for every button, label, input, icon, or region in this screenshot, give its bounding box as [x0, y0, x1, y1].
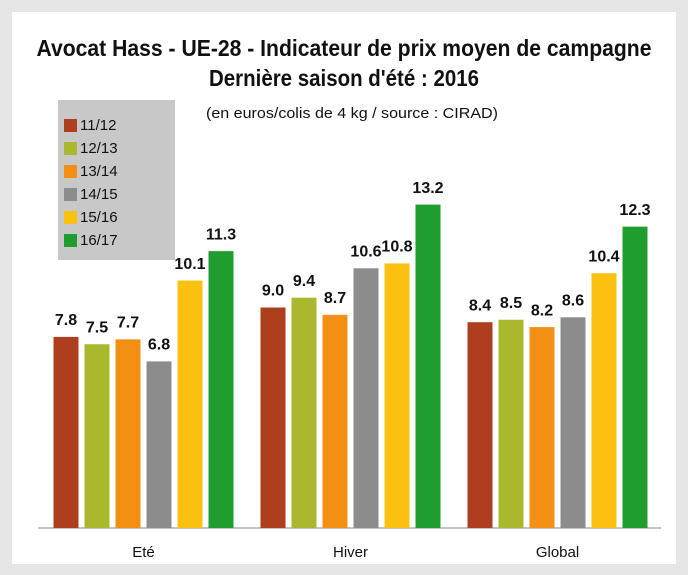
bar	[146, 361, 172, 528]
bar	[115, 339, 141, 528]
data-label: 13.2	[412, 180, 443, 197]
data-label: 8.5	[500, 295, 522, 312]
legend-swatch	[64, 188, 77, 201]
data-label: 8.6	[562, 293, 584, 310]
data-label: 9.0	[262, 283, 284, 300]
bar	[415, 204, 441, 528]
data-label: 7.7	[117, 315, 139, 332]
legend-label: 16/17	[80, 232, 118, 249]
bar	[322, 314, 348, 528]
bar	[384, 263, 410, 528]
bar	[591, 273, 617, 528]
bar	[260, 307, 286, 528]
legend-label: 15/16	[80, 209, 118, 226]
data-label: 7.5	[86, 319, 108, 336]
bar	[353, 268, 379, 528]
data-label: 10.4	[588, 248, 619, 265]
legend-label: 11/12	[80, 117, 116, 134]
bar	[84, 344, 110, 528]
data-label: 10.6	[350, 244, 381, 261]
chart-subtitle: Dernière saison d'été : 2016	[209, 65, 479, 91]
x-tick-label: Eté	[132, 544, 155, 561]
x-tick-label: Global	[536, 544, 579, 561]
bar	[208, 251, 234, 528]
legend-swatch	[64, 211, 77, 224]
legend-swatch	[64, 119, 77, 132]
data-label: 10.1	[174, 256, 205, 273]
data-label: 8.7	[324, 290, 346, 307]
data-label: 11.3	[206, 226, 236, 243]
data-label: 8.2	[531, 302, 553, 319]
legend-label: 14/15	[80, 186, 118, 203]
bar	[467, 322, 493, 528]
legend-label: 13/14	[80, 163, 118, 180]
data-label: 10.8	[381, 239, 412, 256]
legend-swatch	[64, 165, 77, 178]
bar	[177, 280, 203, 528]
bar	[291, 297, 317, 528]
data-label: 8.4	[469, 297, 491, 314]
x-tick-label: Hiver	[333, 544, 368, 561]
chart-title: Avocat Hass - UE-28 - Indicateur de prix…	[37, 35, 652, 61]
data-label: 7.8	[55, 312, 77, 329]
legend-label: 12/13	[80, 140, 118, 157]
data-label: 12.3	[619, 202, 650, 219]
chart-note: (en euros/colis de 4 kg / source : CIRAD…	[206, 105, 498, 122]
bar	[560, 317, 586, 528]
legend-swatch	[64, 234, 77, 247]
legend-box	[58, 100, 175, 260]
bar	[622, 226, 648, 528]
bar	[498, 319, 524, 528]
bar	[53, 336, 79, 528]
bar	[529, 327, 555, 528]
data-label: 9.4	[293, 273, 315, 290]
data-label: 6.8	[148, 337, 170, 354]
legend-swatch	[64, 142, 77, 155]
